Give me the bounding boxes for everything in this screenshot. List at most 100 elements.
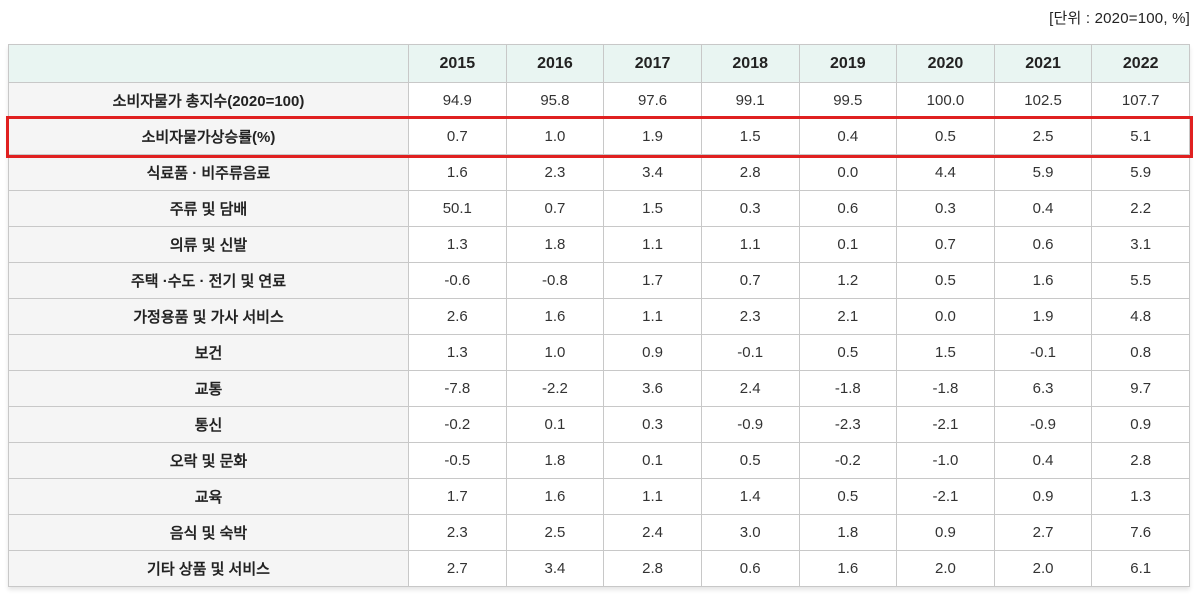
value-cell: 1.8 [505,442,605,479]
value-cell: 2.5 [993,118,1093,155]
value-cell: 0.5 [798,334,898,371]
row-label: 의류 및 신발 [8,226,409,263]
value-cell: -1.0 [896,442,995,479]
value-cell: -2.1 [896,406,995,443]
value-cell: 1.5 [603,190,702,227]
value-cell: 0.5 [896,262,995,299]
value-cell: -0.1 [993,334,1093,371]
value-cell: 5.9 [993,154,1093,191]
table-header-row: 2015 2016 2017 2018 2019 2020 2021 2022 [8,44,1190,83]
row-label: 통신 [8,406,409,443]
table-row: 식료품 · 비주류음료 1.6 2.3 3.4 2.8 0.0 4.4 5.9 5.9 [8,154,1190,191]
value-cell: 6.3 [993,370,1093,407]
row-label: 가정용품 및 가사 서비스 [8,298,409,335]
row-label: 주택 ·수도 · 전기 및 연료 [8,262,409,299]
unit-label: [단위 : 2020=100, %] [1049,10,1190,27]
value-cell: 2.3 [700,298,800,335]
value-cell: 0.9 [1091,406,1190,443]
value-cell: 99.1 [700,82,800,119]
value-cell: -0.2 [798,442,898,479]
value-cell: 1.7 [603,262,702,299]
value-cell: 0.5 [700,442,800,479]
row-label: 주류 및 담배 [8,190,409,227]
value-cell: -2.2 [505,370,605,407]
year-header: 2021 [993,44,1093,83]
corner-cell [8,44,409,83]
cpi-table: 2015 2016 2017 2018 2019 2020 2021 2022 소비자물가 총… [8,44,1190,587]
table-row: 주류 및 담배 50.1 0.7 1.5 0.3 0.6 0.3 0.4 2.2 [8,190,1190,227]
table-row: 소비자물가 총지수(2020=100) 94.9 95.8 97.6 99.1 99.5 1… [8,82,1190,119]
value-cell: 0.4 [993,190,1093,227]
value-cell: 94.9 [408,82,507,119]
value-cell: 6.1 [1091,550,1190,587]
value-cell: 0.6 [798,190,898,227]
value-cell: 1.1 [603,226,702,263]
value-cell: 1.1 [603,298,702,335]
value-cell: 2.6 [408,298,507,335]
value-cell: -1.8 [896,370,995,407]
value-cell: 0.8 [1091,334,1190,371]
value-cell: 2.3 [408,514,507,551]
value-cell: -0.1 [700,334,800,371]
value-cell: 1.0 [505,118,605,155]
value-cell: 2.3 [505,154,605,191]
value-cell: -7.8 [408,370,507,407]
value-cell: 102.5 [993,82,1093,119]
value-cell: 1.7 [408,478,507,515]
table-row: 교통 -7.8 -2.2 3.6 2.4 -1.8 -1.8 6.3 9.7 [8,370,1190,407]
value-cell: 0.4 [993,442,1093,479]
value-cell: 4.8 [1091,298,1190,335]
value-cell: 9.7 [1091,370,1190,407]
value-cell: -0.9 [700,406,800,443]
table-row: 주택 ·수도 · 전기 및 연료 -0.6 -0.8 1.7 0.7 1.2 0.5 1.6 5… [8,262,1190,299]
value-cell: 97.6 [603,82,702,119]
year-header: 2018 [700,44,800,83]
table-row: 가정용품 및 가사 서비스 2.6 1.6 1.1 2.3 2.1 0.0 1.9 4.8 [8,298,1190,335]
table-row: 음식 및 숙박 2.3 2.5 2.4 3.0 1.8 0.9 2.7 7.6 [8,514,1190,551]
row-label: 소비자물가상승률(%) [8,118,409,155]
row-label: 오락 및 문화 [8,442,409,479]
value-cell: 3.4 [603,154,702,191]
value-cell: 5.9 [1091,154,1190,191]
value-cell: 1.6 [505,298,605,335]
value-cell: 0.7 [505,190,605,227]
value-cell: 1.6 [993,262,1093,299]
year-header: 2019 [798,44,898,83]
year-header: 2020 [896,44,995,83]
value-cell: 0.6 [993,226,1093,263]
value-cell: 1.6 [798,550,898,587]
value-cell: 0.0 [798,154,898,191]
row-label: 음식 및 숙박 [8,514,409,551]
value-cell: 2.8 [1091,442,1190,479]
year-header: 2017 [603,44,702,83]
value-cell: -2.3 [798,406,898,443]
table-row: 오락 및 문화 -0.5 1.8 0.1 0.5 -0.2 -1.0 0.4 2.8 [8,442,1190,479]
row-label: 보건 [8,334,409,371]
value-cell: 3.6 [603,370,702,407]
value-cell: 0.3 [700,190,800,227]
row-label: 소비자물가 총지수(2020=100) [8,82,409,119]
value-cell: 0.6 [700,550,800,587]
year-header: 2022 [1091,44,1190,83]
table-row: 의류 및 신발 1.3 1.8 1.1 1.1 0.1 0.7 0.6 3.1 [8,226,1190,263]
value-cell: 0.3 [896,190,995,227]
value-cell: 1.9 [993,298,1093,335]
row-label: 기타 상품 및 서비스 [8,550,409,587]
value-cell: 1.5 [896,334,995,371]
value-cell: 2.7 [993,514,1093,551]
value-cell: 50.1 [408,190,507,227]
value-cell: -2.1 [896,478,995,515]
value-cell: 0.1 [603,442,702,479]
value-cell: -0.9 [993,406,1093,443]
value-cell: 5.5 [1091,262,1190,299]
value-cell: 100.0 [896,82,995,119]
table-row: 통신 -0.2 0.1 0.3 -0.9 -2.3 -2.1 -0.9 0.9 [8,406,1190,443]
table-row: 교육 1.7 1.6 1.1 1.4 0.5 -2.1 0.9 1.3 [8,478,1190,515]
value-cell: 2.8 [700,154,800,191]
value-cell: 1.9 [603,118,702,155]
value-cell: 0.5 [896,118,995,155]
year-header: 2016 [505,44,605,83]
value-cell: -0.2 [408,406,507,443]
value-cell: 0.7 [700,262,800,299]
value-cell: 2.0 [896,550,995,587]
